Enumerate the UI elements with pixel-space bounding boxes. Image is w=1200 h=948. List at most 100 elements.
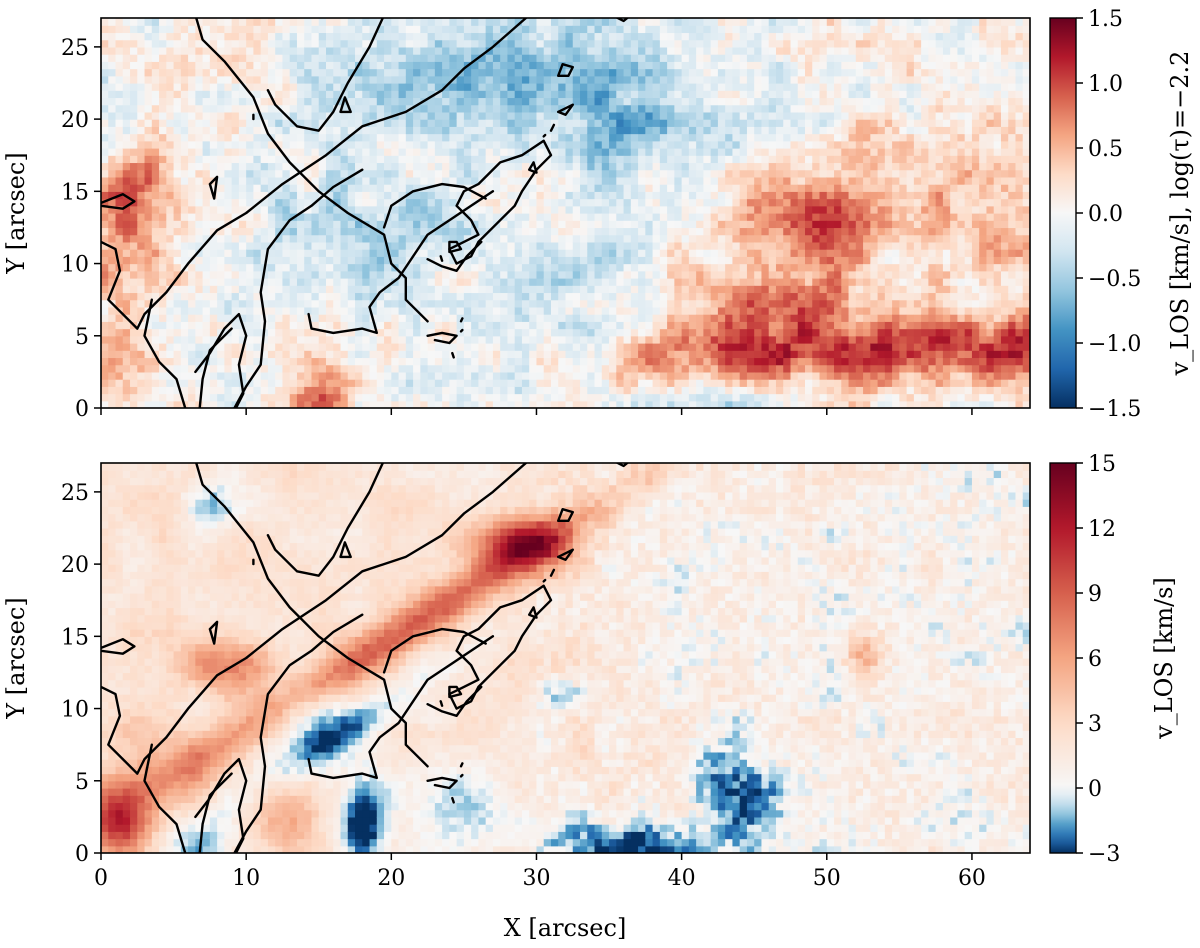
heatmap-cell bbox=[434, 205, 443, 214]
heatmap-cell bbox=[340, 379, 349, 387]
heatmap-cell bbox=[732, 306, 741, 315]
heatmap-cell bbox=[420, 61, 429, 70]
heatmap-cell bbox=[746, 285, 755, 294]
heatmap-cell bbox=[449, 90, 458, 99]
heatmap-cell bbox=[246, 350, 255, 359]
heatmap-cell bbox=[333, 278, 342, 286]
heatmap-cell bbox=[398, 213, 407, 221]
heatmap-cell bbox=[159, 328, 167, 337]
heatmap-cell bbox=[717, 393, 726, 402]
heatmap-cell bbox=[645, 220, 654, 229]
heatmap-cell bbox=[180, 126, 189, 135]
heatmap-cell bbox=[413, 205, 421, 214]
heatmap-cell bbox=[558, 104, 567, 113]
heatmap-cell bbox=[209, 126, 218, 135]
heatmap-cell bbox=[550, 25, 559, 34]
heatmap-cell bbox=[587, 371, 596, 380]
heatmap-cell bbox=[746, 328, 755, 337]
heatmap-cell bbox=[681, 133, 690, 142]
heatmap-cell bbox=[267, 306, 276, 315]
heatmap-cell bbox=[761, 299, 770, 308]
heatmap-cell bbox=[355, 314, 363, 322]
heatmap-cell bbox=[130, 234, 138, 243]
heatmap-cell bbox=[427, 184, 436, 192]
heatmap-cell bbox=[471, 25, 480, 34]
heatmap-cell bbox=[667, 111, 675, 120]
heatmap-cell bbox=[391, 335, 400, 344]
heatmap-cell bbox=[536, 68, 545, 77]
heatmap-cell bbox=[159, 25, 167, 34]
heatmap-cell bbox=[485, 148, 494, 156]
heatmap-cell bbox=[659, 256, 668, 265]
heatmap-cell bbox=[463, 148, 472, 156]
heatmap-cell bbox=[159, 32, 167, 41]
heatmap-cell bbox=[521, 306, 530, 315]
heatmap-cell bbox=[391, 169, 400, 178]
heatmap-cell bbox=[282, 314, 291, 322]
heatmap-cell bbox=[703, 371, 712, 380]
heatmap-cell bbox=[638, 68, 646, 77]
heatmap-cell bbox=[492, 321, 501, 330]
heatmap-cell bbox=[173, 205, 182, 214]
heatmap-cell bbox=[550, 314, 559, 322]
heatmap-cell bbox=[594, 241, 603, 250]
heatmap-cell bbox=[507, 39, 516, 48]
heatmap-cell bbox=[717, 314, 726, 322]
heatmap-cell bbox=[558, 39, 567, 48]
heatmap-cell bbox=[667, 249, 675, 257]
heatmap-cell bbox=[688, 213, 697, 221]
heatmap-cell bbox=[427, 371, 436, 380]
heatmap-cell bbox=[514, 400, 523, 408]
heatmap-cell bbox=[188, 335, 196, 344]
heatmap-cell bbox=[521, 357, 530, 366]
heatmap-cell bbox=[623, 162, 632, 171]
heatmap-cell bbox=[492, 249, 501, 257]
heatmap-cell bbox=[202, 371, 211, 380]
heatmap-cell bbox=[347, 270, 356, 279]
heatmap-cell bbox=[384, 169, 392, 178]
heatmap-cell bbox=[674, 278, 683, 286]
heatmap-cell bbox=[224, 155, 233, 164]
heatmap-cell bbox=[420, 54, 429, 62]
heatmap-cell bbox=[144, 343, 153, 351]
heatmap-cell bbox=[442, 256, 450, 265]
heatmap-cell bbox=[260, 379, 269, 387]
heatmap-cell bbox=[623, 97, 632, 106]
heatmap-cell bbox=[108, 371, 117, 380]
heatmap-cell bbox=[696, 321, 704, 330]
heatmap-cell bbox=[217, 393, 225, 402]
heatmap-cell bbox=[325, 155, 334, 164]
heatmap-cell bbox=[761, 314, 770, 322]
heatmap-cell bbox=[275, 169, 284, 178]
heatmap-cell bbox=[296, 249, 305, 257]
heatmap-cell bbox=[558, 97, 567, 106]
heatmap-cell bbox=[521, 25, 530, 34]
heatmap-cell bbox=[246, 198, 255, 207]
heatmap-cell bbox=[202, 350, 211, 359]
heatmap-cell bbox=[500, 83, 509, 91]
heatmap-cell bbox=[630, 249, 639, 257]
heatmap-cell bbox=[659, 162, 668, 171]
heatmap-cell bbox=[144, 256, 153, 265]
heatmap-cell bbox=[652, 97, 661, 106]
heatmap-cell bbox=[471, 61, 480, 70]
heatmap-cell bbox=[659, 220, 668, 229]
heatmap-cell bbox=[296, 148, 305, 156]
heatmap-cell bbox=[630, 39, 639, 48]
heatmap-cell bbox=[594, 90, 603, 99]
heatmap-cell bbox=[580, 335, 588, 344]
heatmap-cell bbox=[536, 350, 545, 359]
heatmap-cell bbox=[674, 270, 683, 279]
heatmap-cell bbox=[754, 263, 763, 272]
heatmap-cell bbox=[159, 148, 167, 156]
heatmap-cell bbox=[768, 321, 777, 330]
heatmap-cell bbox=[696, 205, 704, 214]
heatmap-cell bbox=[732, 83, 741, 91]
heatmap-cell bbox=[209, 111, 218, 120]
heatmap-cell bbox=[275, 278, 284, 286]
heatmap-cell bbox=[384, 256, 392, 265]
heatmap-cell bbox=[246, 299, 255, 308]
heatmap-cell bbox=[173, 285, 182, 294]
heatmap-cell bbox=[449, 54, 458, 62]
heatmap-cell bbox=[543, 321, 552, 330]
